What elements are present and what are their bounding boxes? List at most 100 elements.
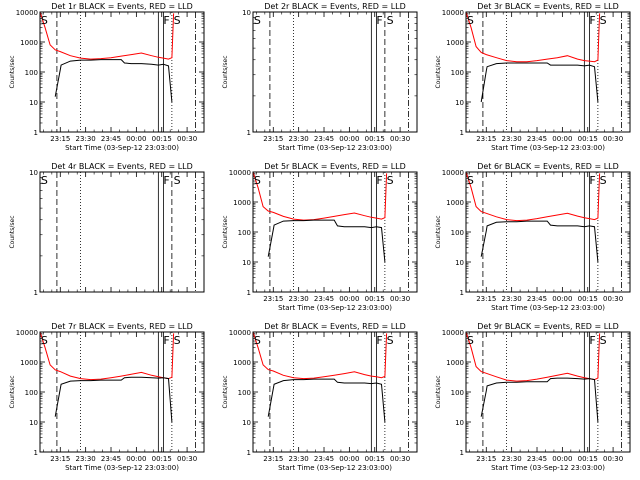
y-tick-label: 10 — [455, 419, 464, 427]
flag-label: F — [376, 334, 382, 347]
y-tick-label: 1 — [460, 129, 464, 137]
x-tick-label: 00:30 — [390, 135, 410, 143]
flag-label: S — [254, 334, 261, 347]
x-tick-label: 23:45 — [314, 295, 334, 303]
panel-det-7: Det 7r BLACK = Events, RED = LLD Counts/s… — [9, 322, 205, 472]
series-events — [480, 220, 599, 263]
x-axis-label: Start Time (03-Sep-12 23:03:00) — [491, 144, 605, 152]
x-tick-label: 23:15 — [50, 455, 70, 463]
panel-det-5: Det 5r BLACK = Events, RED = LLD Counts/s… — [222, 162, 418, 312]
x-tick-label: 23:30 — [289, 135, 309, 143]
x-tick-label: 23:30 — [289, 455, 309, 463]
x-tick-label: 23:30 — [76, 135, 96, 143]
x-axis-label: Start Time (03-Sep-12 23:03:00) — [278, 464, 392, 472]
flag-label: F — [589, 334, 595, 347]
y-tick-label: 10000 — [16, 9, 38, 17]
panel-title: Det 5r BLACK = Events, RED = LLD — [264, 162, 406, 171]
flag-label: S — [41, 174, 48, 187]
flag-label: S — [387, 174, 394, 187]
y-axis-label: Counts/sec — [222, 55, 229, 88]
panel-title: Det 9r BLACK = Events, RED = LLD — [477, 322, 619, 331]
y-tick-label: 1 — [460, 449, 464, 457]
series-events — [480, 377, 599, 423]
x-axis-label: Start Time (03-Sep-12 23:03:00) — [491, 464, 605, 472]
x-tick-label: 23:30 — [502, 135, 522, 143]
x-tick-label: 00:00 — [126, 135, 146, 143]
y-tick-label: 10000 — [442, 9, 464, 17]
y-tick-label: 10 — [242, 259, 251, 267]
x-tick-label: 00:00 — [339, 135, 359, 143]
x-tick-label: 00:15 — [578, 135, 598, 143]
y-tick-label: 100 — [451, 389, 464, 397]
y-tick-label: 1000 — [446, 39, 464, 47]
series-events — [54, 376, 173, 423]
x-tick-label: 23:15 — [263, 135, 283, 143]
plot-frame — [252, 331, 418, 453]
y-tick-label: 10 — [242, 419, 251, 427]
flag-label: S — [600, 14, 607, 27]
flag-label: S — [41, 14, 48, 27]
x-tick-label: 23:15 — [476, 295, 496, 303]
panel-title: Det 2r BLACK = Events, RED = LLD — [264, 2, 406, 11]
x-tick-label: 00:30 — [603, 455, 623, 463]
y-tick-label: 100 — [25, 69, 38, 77]
x-tick-label: 23:15 — [476, 455, 496, 463]
y-tick-label: 1 — [34, 129, 38, 137]
panel-det-3: Det 3r BLACK = Events, RED = LLD Counts/s… — [435, 2, 631, 152]
y-tick-label: 100 — [238, 229, 251, 237]
panel-title: Det 4r BLACK = Events, RED = LLD — [51, 162, 193, 171]
series-lld — [39, 11, 175, 60]
y-tick-label: 10000 — [229, 169, 251, 177]
x-tick-label: 00:30 — [603, 135, 623, 143]
series-events — [267, 378, 386, 423]
flag-label: S — [174, 174, 181, 187]
plot-frame — [465, 171, 631, 293]
x-axis-label: Start Time (03-Sep-12 23:03:00) — [65, 464, 179, 472]
panel-title: Det 7r BLACK = Events, RED = LLD — [51, 322, 193, 331]
y-tick-label: 100 — [451, 229, 464, 237]
flag-label: S — [254, 14, 261, 27]
flag-label: F — [589, 14, 595, 27]
x-tick-label: 23:15 — [50, 135, 70, 143]
x-axis-label: Start Time (03-Sep-12 23:03:00) — [278, 304, 392, 312]
x-tick-label: 23:45 — [527, 135, 547, 143]
plot-frame — [252, 171, 418, 293]
panel-det-9: Det 9r BLACK = Events, RED = LLD Counts/s… — [435, 322, 631, 472]
x-tick-label: 23:30 — [502, 295, 522, 303]
x-tick-label: 00:15 — [365, 455, 385, 463]
flag-label: S — [600, 334, 607, 347]
x-tick-label: 00:00 — [339, 455, 359, 463]
y-tick-label: 1 — [247, 289, 251, 297]
y-axis-label: Counts/sec — [435, 55, 442, 88]
y-tick-label: 1 — [34, 289, 38, 297]
x-tick-label: 23:15 — [263, 455, 283, 463]
flag-label: F — [163, 174, 169, 187]
flag-label: S — [467, 14, 474, 27]
y-tick-label: 1000 — [20, 39, 38, 47]
y-axis-label: Counts/sec — [435, 215, 442, 248]
x-tick-label: 00:30 — [177, 455, 197, 463]
y-tick-label: 10 — [29, 169, 38, 177]
panel-det-8: Det 8r BLACK = Events, RED = LLD Counts/s… — [222, 322, 418, 472]
plot-frame — [39, 171, 205, 293]
panel-title: Det 3r BLACK = Events, RED = LLD — [477, 2, 619, 11]
y-tick-label: 10000 — [442, 329, 464, 337]
y-tick-label: 10000 — [442, 169, 464, 177]
series-lld — [465, 11, 601, 63]
y-tick-label: 1 — [460, 289, 464, 297]
x-tick-label: 00:00 — [552, 135, 572, 143]
y-tick-label: 10 — [242, 9, 251, 17]
flag-label: F — [376, 14, 382, 27]
y-tick-label: 1000 — [20, 359, 38, 367]
flag-label: F — [589, 174, 595, 187]
panel-title: Det 6r BLACK = Events, RED = LLD — [477, 162, 619, 171]
x-tick-label: 00:15 — [578, 455, 598, 463]
y-tick-label: 1000 — [446, 359, 464, 367]
y-tick-label: 10000 — [229, 329, 251, 337]
y-tick-label: 1000 — [446, 199, 464, 207]
x-tick-label: 00:15 — [365, 295, 385, 303]
panel-det-2: Det 2r BLACK = Events, RED = LLD Counts/s… — [222, 2, 418, 152]
flag-label: S — [174, 14, 181, 27]
x-tick-label: 00:00 — [552, 455, 572, 463]
plot-frame — [39, 11, 205, 133]
